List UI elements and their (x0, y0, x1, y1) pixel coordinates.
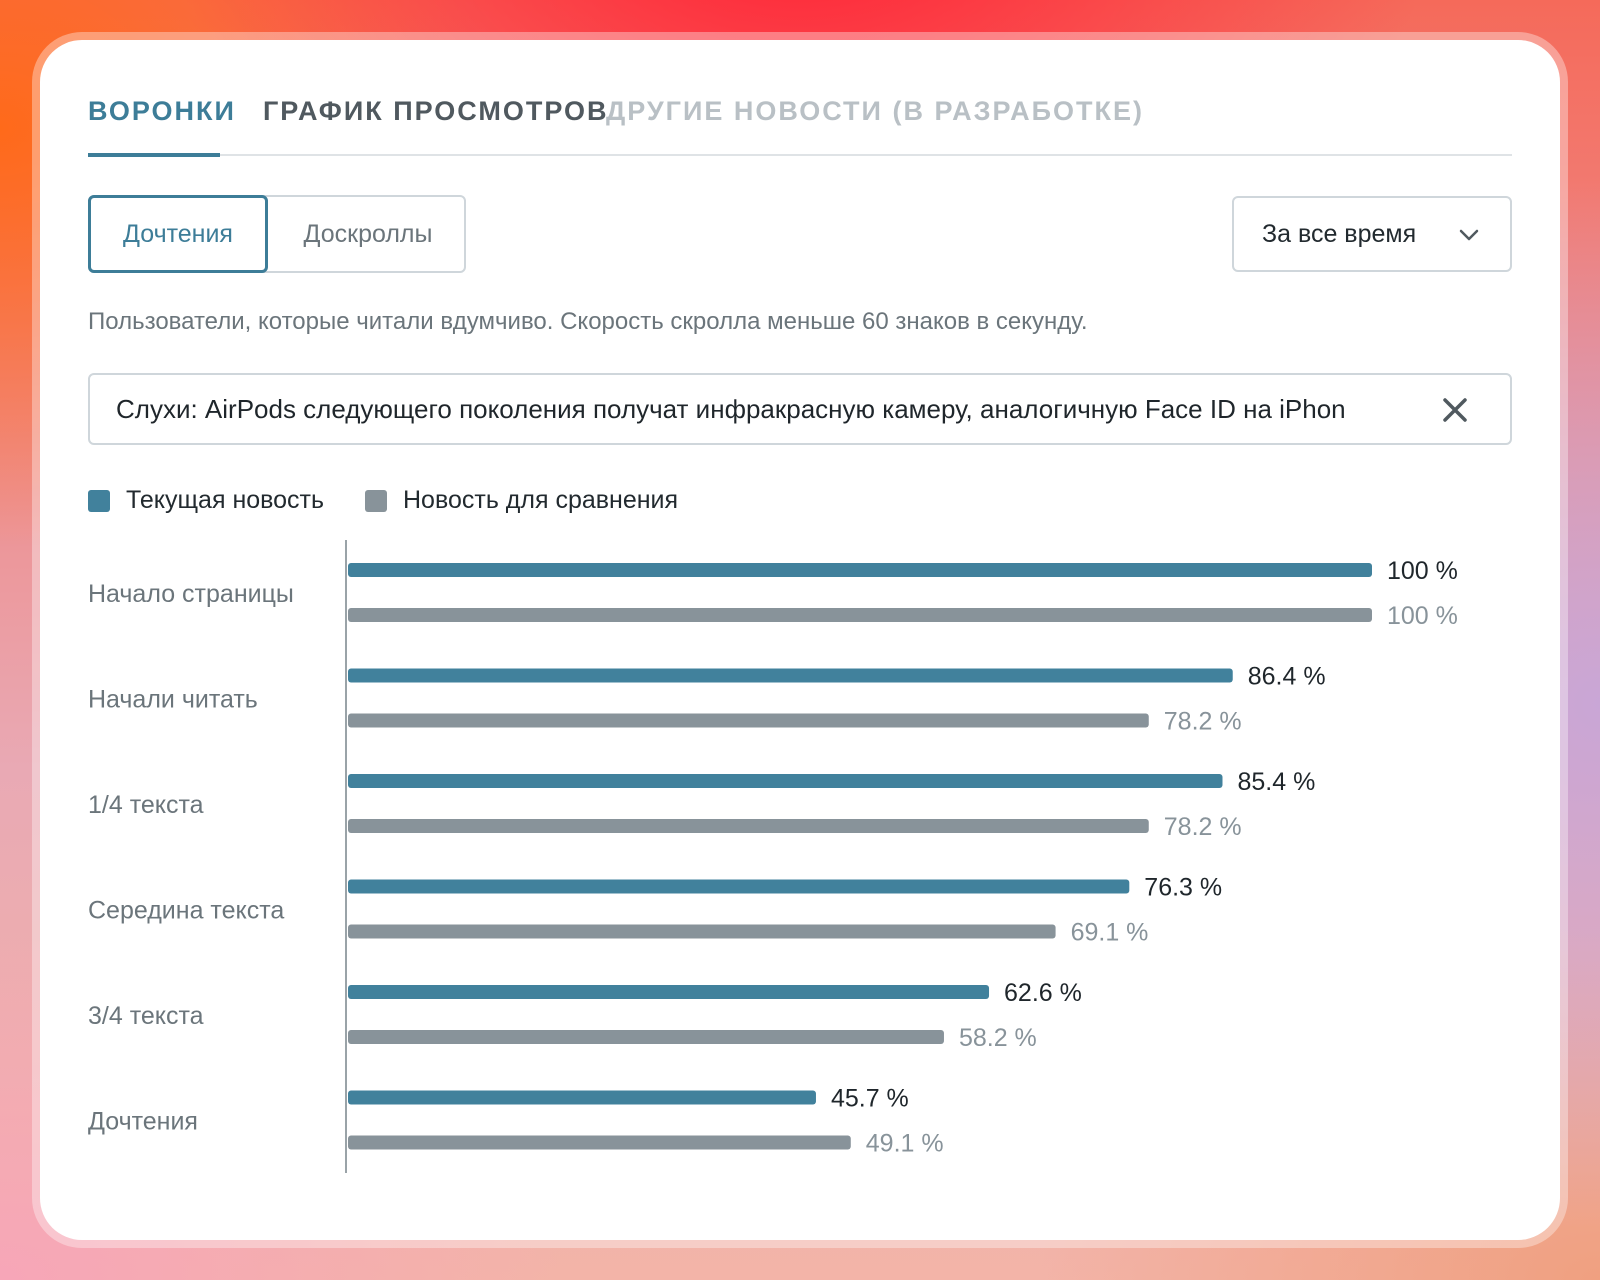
value-label-comparison: 100 % (1387, 602, 1458, 630)
bar-current[interactable] (348, 668, 1233, 683)
bar-comparison[interactable] (348, 819, 1149, 833)
metric-description: Пользователи, которые читали вдумчиво. С… (88, 308, 1088, 335)
segment-doskrolly-button[interactable]: Доскроллы (303, 219, 433, 248)
funnel-bar-chart: Начало страницы 100 % 100 % Начали читать 86… (88, 540, 1458, 1173)
legend-label-current: Текущая новость (126, 486, 325, 514)
category-label: Начало страницы (88, 580, 294, 608)
bar-comparison[interactable] (348, 1135, 851, 1150)
tab-other-news: ДРУГИЕ НОВОСТИ (В РАЗРАБОТКЕ) (606, 96, 1145, 126)
value-label-current: 86.4 % (1248, 663, 1326, 691)
bar-current[interactable] (348, 879, 1130, 894)
bar-current[interactable] (348, 1090, 816, 1105)
close-icon[interactable] (1440, 395, 1470, 425)
active-tab-indicator (88, 153, 220, 157)
chevron-down-icon (1459, 229, 1479, 241)
metric-segmented-control: Дочтения Доскроллы (88, 195, 466, 273)
legend-swatch-comparison (365, 490, 387, 512)
bar-comparison[interactable] (348, 924, 1056, 939)
bar-comparison[interactable] (348, 713, 1149, 728)
tab-views-chart[interactable]: ГРАФИК ПРОСМОТРОВ (263, 96, 609, 126)
category-label: Середина текста (88, 897, 284, 925)
category-label: 1/4 текста (88, 791, 204, 819)
segment-dochteniya-button[interactable]: Дочтения (88, 195, 268, 273)
bar-current[interactable] (348, 985, 990, 999)
legend-swatch-current (88, 490, 110, 512)
bar-current[interactable] (348, 563, 1372, 577)
tab-bar: ВОРОНКИ ГРАФИК ПРОСМОТРОВ ДРУГИЕ НОВОСТИ… (88, 88, 1512, 157)
bar-current[interactable] (348, 774, 1223, 788)
category-label: Начали читать (88, 686, 258, 714)
value-label-current: 45.7 % (831, 1085, 909, 1113)
legend-label-comparison: Новость для сравнения (403, 486, 679, 514)
value-label-comparison: 78.2 % (1164, 708, 1242, 736)
value-label-current: 85.4 % (1237, 768, 1315, 796)
category-label: Дочтения (88, 1108, 198, 1136)
bar-comparison[interactable] (348, 1030, 944, 1044)
value-label-comparison: 78.2 % (1164, 813, 1242, 841)
bar-comparison[interactable] (348, 608, 1372, 622)
tab-funnels[interactable]: ВОРОНКИ (88, 96, 236, 126)
value-label-comparison: 69.1 % (1071, 919, 1149, 947)
value-label-comparison: 49.1 % (866, 1130, 944, 1158)
news-search-input[interactable] (116, 389, 1416, 429)
news-search-field (88, 373, 1512, 445)
period-select[interactable]: За все время (1232, 196, 1512, 272)
period-select-value: За все время (1262, 220, 1417, 248)
value-label-comparison: 58.2 % (959, 1024, 1037, 1052)
value-label-current: 100 % (1387, 557, 1458, 585)
value-label-current: 76.3 % (1144, 874, 1222, 902)
value-label-current: 62.6 % (1004, 979, 1082, 1007)
category-label: 3/4 текста (88, 1002, 204, 1030)
funnel-card: ВОРОНКИ ГРАФИК ПРОСМОТРОВ ДРУГИЕ НОВОСТИ… (40, 40, 1560, 1240)
